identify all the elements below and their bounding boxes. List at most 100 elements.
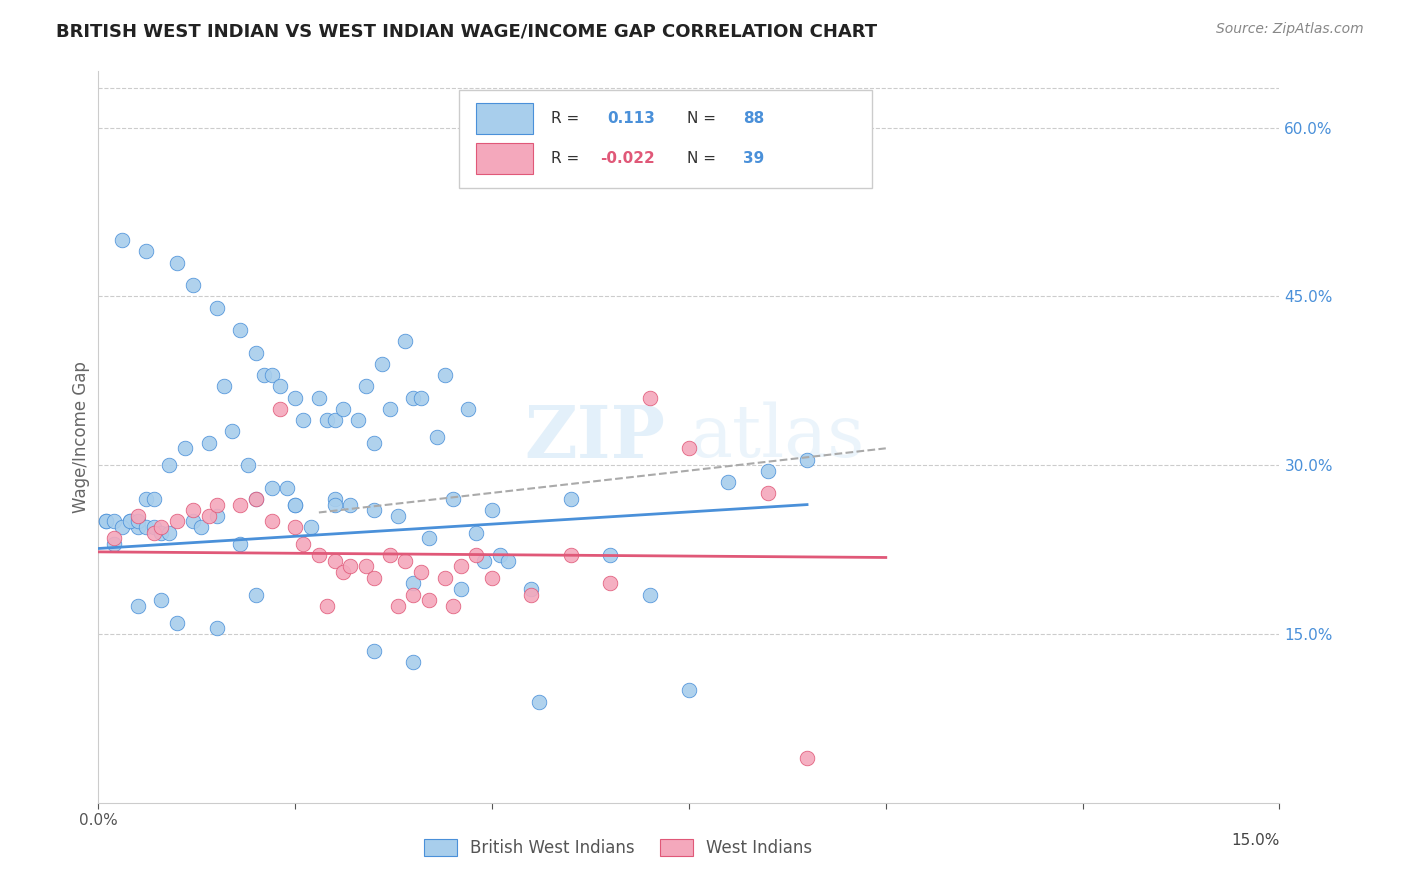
Point (481, 503, 503, 517)
Point (796, 751, 818, 765)
Point (127, 599, 149, 613)
Point (638, 588, 661, 602)
Point (284, 498, 307, 512)
Point (284, 520, 307, 534)
Point (315, 599, 337, 613)
Point (127, 515, 149, 529)
Point (150, 525, 173, 540)
Point (229, 498, 252, 512)
Point (111, 520, 134, 534)
Point (472, 554, 495, 568)
Point (276, 481, 298, 495)
Point (756, 486, 779, 500)
Y-axis label: Wage/Income Gap: Wage/Income Gap (72, 361, 90, 513)
Point (402, 391, 425, 405)
Point (118, 515, 141, 529)
Text: Source: ZipAtlas.com: Source: ZipAtlas.com (1216, 22, 1364, 37)
Text: 88: 88 (744, 111, 765, 126)
Text: 15.0%: 15.0% (1232, 833, 1279, 848)
Point (560, 491, 582, 506)
FancyBboxPatch shape (458, 90, 872, 188)
Point (245, 588, 267, 602)
Point (197, 508, 219, 523)
Point (284, 391, 307, 405)
Point (135, 520, 157, 534)
Point (253, 368, 276, 383)
Text: ZIP: ZIP (524, 401, 665, 473)
Point (103, 532, 125, 546)
Point (678, 442, 700, 456)
Point (354, 559, 377, 574)
Point (308, 391, 330, 405)
Point (205, 621, 228, 635)
Point (103, 537, 125, 551)
Text: R =: R = (551, 111, 579, 126)
Point (489, 548, 512, 562)
Point (292, 537, 315, 551)
Point (481, 571, 503, 585)
Point (214, 379, 236, 393)
FancyBboxPatch shape (477, 143, 533, 174)
Point (229, 537, 252, 551)
Text: N =: N = (686, 151, 716, 166)
Point (378, 401, 401, 416)
Point (96, 515, 118, 529)
Point (599, 548, 621, 562)
Point (205, 508, 228, 523)
Point (269, 401, 291, 416)
Point (402, 588, 425, 602)
Point (197, 435, 219, 450)
Text: N =: N = (686, 111, 716, 126)
Point (441, 491, 464, 506)
Point (260, 481, 283, 495)
Point (166, 515, 188, 529)
Point (363, 644, 385, 658)
Point (292, 413, 315, 427)
Point (363, 503, 385, 517)
Legend: British West Indians, West Indians: British West Indians, West Indians (416, 832, 820, 864)
Point (118, 515, 141, 529)
Point (150, 520, 173, 534)
Point (245, 491, 267, 506)
Point (260, 368, 283, 383)
Point (520, 588, 543, 602)
Text: -0.022: -0.022 (600, 151, 655, 166)
Point (465, 548, 488, 562)
Point (560, 548, 582, 562)
Point (181, 515, 204, 529)
Point (135, 491, 157, 506)
Point (229, 323, 252, 337)
Point (796, 452, 818, 467)
Point (166, 255, 188, 269)
Point (332, 565, 354, 579)
Point (174, 442, 197, 456)
Point (529, 694, 551, 708)
Point (638, 391, 661, 405)
Point (717, 475, 740, 489)
Point (332, 401, 354, 416)
Point (181, 503, 204, 517)
Point (103, 515, 125, 529)
Point (363, 435, 385, 450)
Point (111, 233, 134, 247)
Point (299, 520, 322, 534)
Point (245, 491, 267, 506)
Text: R =: R = (551, 151, 579, 166)
Text: 0.113: 0.113 (607, 111, 655, 126)
Point (236, 458, 259, 473)
Text: 39: 39 (744, 151, 765, 166)
Point (599, 576, 621, 591)
Point (418, 593, 440, 607)
Point (323, 554, 346, 568)
Point (411, 391, 433, 405)
Point (347, 413, 370, 427)
Point (387, 599, 409, 613)
Point (402, 576, 425, 591)
Point (260, 515, 283, 529)
Point (135, 244, 157, 259)
Point (269, 379, 291, 393)
Point (221, 425, 243, 439)
FancyBboxPatch shape (477, 103, 533, 134)
Text: atlas: atlas (689, 401, 865, 473)
Point (378, 548, 401, 562)
